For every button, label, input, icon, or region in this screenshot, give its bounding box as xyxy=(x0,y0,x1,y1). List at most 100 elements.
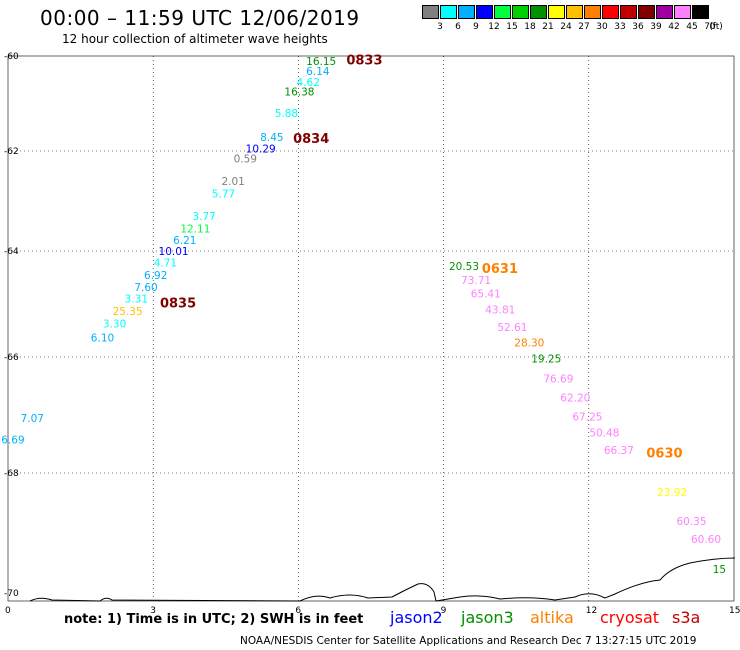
satellite-label: jason2 xyxy=(390,608,443,627)
wave-height-value: 8.45 xyxy=(260,132,283,144)
wave-height-value: 20.53 xyxy=(449,261,479,273)
legend-label: 36 xyxy=(632,22,644,32)
wave-height-value: 4.71 xyxy=(154,258,177,270)
wave-height-value: 2.01 xyxy=(221,176,244,188)
wave-height-value: 66.37 xyxy=(604,445,634,457)
legend-swatch xyxy=(422,5,439,19)
legend-unit: (ft) xyxy=(709,22,723,32)
grid-lines xyxy=(8,56,734,601)
legend-swatch xyxy=(494,5,511,19)
legend-label: 21 xyxy=(542,22,554,32)
lat-tick-label: -70 xyxy=(4,589,19,599)
lat-tick-label: -64 xyxy=(4,247,19,257)
lat-tick-label: -66 xyxy=(4,353,19,363)
wave-height-value: 23.92 xyxy=(657,487,687,499)
wave-height-value: 67.25 xyxy=(572,412,602,424)
footer-credit: NOAA/NESDIS Center for Satellite Applica… xyxy=(240,635,697,647)
satellite-label: jason3 xyxy=(461,608,514,627)
wave-height-value: 0.59 xyxy=(234,154,257,166)
satellite-label: s3a xyxy=(672,608,701,627)
legend-swatch xyxy=(440,5,457,19)
wave-height-value: 15 xyxy=(713,564,726,576)
lon-tick-label: 6 xyxy=(295,606,301,616)
pass-time-label: 0630 xyxy=(646,447,682,462)
lat-tick-label: -62 xyxy=(4,147,19,157)
pass-labels-layer: 0833 0834 0835 0631 0630 xyxy=(160,53,683,461)
lon-tick-label: 12 xyxy=(586,606,597,616)
wave-height-value: 16.15 xyxy=(306,56,336,68)
legend-label: 24 xyxy=(560,22,572,32)
wave-height-value: 28.30 xyxy=(514,338,544,350)
pass-time-label: 0833 xyxy=(346,53,382,68)
legend-label: 3 xyxy=(437,22,443,32)
legend-label: 9 xyxy=(473,22,479,32)
axis-ticks: -60 -62 -64 -66 -68 -70 0 3 6 9 12 15 xyxy=(4,52,740,616)
wave-height-value: 4.62 xyxy=(297,77,320,89)
legend-swatch xyxy=(548,5,565,19)
wave-height-value: 65.41 xyxy=(471,288,501,300)
wave-height-value: 25.35 xyxy=(113,306,143,318)
wave-height-value: 3.31 xyxy=(125,294,148,306)
legend-label: 18 xyxy=(524,22,536,32)
legend-swatch xyxy=(584,5,601,19)
pass-time-label: 0631 xyxy=(482,262,518,277)
map-subtitle: 12 hour collection of altimeter wave hei… xyxy=(62,32,328,46)
lon-tick-label: 9 xyxy=(441,606,447,616)
wave-height-value: 5.88 xyxy=(275,108,298,120)
pass-time-label: 0835 xyxy=(160,296,196,311)
wave-height-value: 43.81 xyxy=(485,304,515,316)
lon-tick-label: 15 xyxy=(729,606,740,616)
wave-height-value: 52.61 xyxy=(497,322,527,334)
legend-swatch xyxy=(674,5,691,19)
satellite-label: cryosat xyxy=(600,608,660,627)
wave-height-value: 3.77 xyxy=(192,211,215,223)
map-title: 00:00 – 11:59 UTC 12/06/2019 xyxy=(40,6,360,30)
wave-height-value: 12.11 xyxy=(180,224,210,236)
wave-height-value: 10.29 xyxy=(246,144,276,156)
wave-height-value: 5.77 xyxy=(212,189,235,201)
wave-height-value: 60.60 xyxy=(691,534,721,546)
satellite-label: altika xyxy=(530,608,574,627)
note-text: note: 1) Time is in UTC; 2) SWH is in fe… xyxy=(64,612,364,627)
wave-height-value: 60.35 xyxy=(676,516,706,528)
legend-swatch xyxy=(476,5,493,19)
legend-swatch xyxy=(530,5,547,19)
lon-tick-label: 0 xyxy=(5,606,11,616)
legend-label: 6 xyxy=(455,22,461,32)
lat-tick-label: -60 xyxy=(4,52,19,62)
wave-height-value: 6.10 xyxy=(91,332,114,344)
legend-swatch xyxy=(602,5,619,19)
legend-swatch xyxy=(692,5,709,19)
legend-label: 30 xyxy=(596,22,608,32)
map-frame xyxy=(7,55,735,602)
wave-height-value: 6.14 xyxy=(306,66,330,78)
legend-label: 27 xyxy=(578,22,590,32)
legend-label: 39 xyxy=(650,22,662,32)
wave-height-value: 7.07 xyxy=(21,413,44,425)
wave-height-value: 6.92 xyxy=(144,270,167,282)
wave-height-value: 76.69 xyxy=(543,373,573,385)
wave-height-value: 10.01 xyxy=(159,246,189,258)
legend-swatch xyxy=(620,5,637,19)
wave-height-value: 6.21 xyxy=(173,235,196,247)
legend-swatch xyxy=(512,5,529,19)
wave-height-value: 62.20 xyxy=(560,393,590,405)
legend-swatch xyxy=(458,5,475,19)
observations-layer: 16.156.144.6216.385.888.4510.290.592.015… xyxy=(1,56,726,576)
legend-label: 12 xyxy=(488,22,500,32)
legend-swatch xyxy=(656,5,673,19)
coastline xyxy=(29,557,736,602)
wave-height-value: 73.71 xyxy=(461,275,491,287)
legend-swatch xyxy=(566,5,583,19)
wave-height-value: 50.48 xyxy=(589,427,619,439)
wave-height-value: 3.30 xyxy=(103,319,126,331)
wave-height-value: 19.25 xyxy=(531,354,561,366)
wave-height-value: 7.60 xyxy=(134,282,157,294)
legend-swatch xyxy=(638,5,655,19)
wave-height-value: 16.38 xyxy=(284,87,314,99)
legend-label: 42 xyxy=(668,22,680,32)
legend-label: 33 xyxy=(614,22,626,32)
lon-tick-label: 3 xyxy=(150,606,156,616)
legend-label: 15 xyxy=(506,22,518,32)
